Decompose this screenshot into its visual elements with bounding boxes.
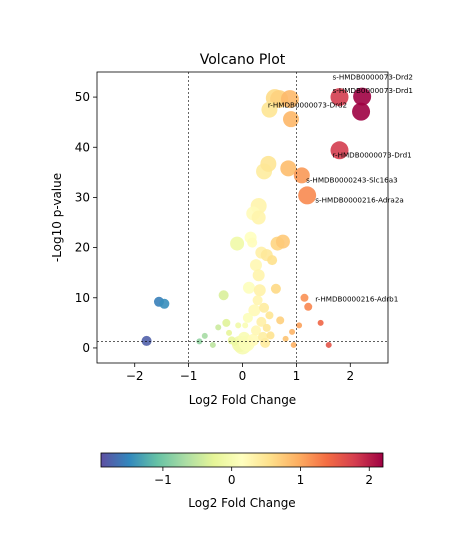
data-point [218, 290, 229, 301]
data-point [215, 324, 222, 331]
chart-title: Volcano Plot [200, 52, 286, 68]
point-annotation: r-HMDB0000073-Drd2 [268, 101, 347, 110]
colorbar-tick-label: −1 [154, 473, 172, 487]
x-tick-label: −1 [180, 369, 198, 383]
data-point [280, 160, 297, 177]
data-point [270, 283, 281, 294]
data-point [352, 102, 371, 121]
data-point [159, 298, 170, 309]
colorbar-label: Log2 Fold Change [188, 496, 295, 510]
data-point [209, 341, 216, 348]
x-tick-label: −2 [126, 369, 144, 383]
data-point [266, 331, 275, 340]
data-point [283, 111, 299, 128]
data-point [141, 335, 152, 346]
data-point [260, 337, 271, 348]
data-point [300, 293, 309, 302]
data-point [235, 322, 242, 329]
data-point [242, 322, 249, 329]
data-point [304, 302, 313, 311]
data-point [230, 236, 245, 251]
data-point [247, 237, 258, 248]
data-point [222, 318, 231, 327]
data-point [282, 335, 289, 342]
y-tick-label: 50 [75, 90, 90, 104]
data-point [325, 341, 332, 348]
y-tick-label: 0 [82, 341, 90, 355]
data-point [248, 304, 261, 317]
data-point [251, 210, 266, 225]
data-point [201, 332, 208, 339]
point-annotation: s-HMDB0000243-Slc16a3 [306, 175, 398, 184]
data-point [330, 88, 349, 107]
y-axis-label: -Log10 p-value [50, 173, 64, 262]
data-point [275, 234, 290, 249]
data-point [267, 255, 278, 266]
data-points [141, 87, 372, 355]
data-point [317, 319, 324, 326]
y-axis: 0 10 20 30 40 50 [75, 90, 97, 355]
data-point [250, 325, 261, 336]
point-annotation: r-HMDB0000216-Adrb1 [315, 294, 398, 303]
threshold-lines [97, 72, 388, 363]
data-point [289, 328, 296, 335]
data-point [259, 302, 270, 313]
colorbar [100, 452, 384, 468]
data-point [296, 322, 303, 329]
data-point [249, 259, 262, 272]
x-axis: −2 −1 0 1 2 [126, 363, 354, 383]
point-annotation: r-HMDB0000073-Drd1 [332, 150, 411, 159]
x-tick-label: 2 [346, 369, 354, 383]
data-point [256, 316, 267, 327]
colorbar-tick-label: 1 [297, 473, 305, 487]
data-point [253, 284, 266, 297]
colorbar-tick-label: 2 [365, 473, 373, 487]
y-tick-label: 30 [75, 190, 90, 204]
data-point [293, 167, 310, 184]
data-point [247, 333, 260, 346]
data-point [298, 186, 317, 205]
colorbar-ticks: −1 0 1 2 [154, 467, 373, 487]
data-point [276, 316, 285, 325]
data-point [226, 329, 233, 336]
data-point [242, 281, 255, 294]
point-annotation: s-HMDB0000216-Adra2a [315, 195, 404, 204]
y-tick-label: 10 [75, 291, 90, 305]
y-tick-label: 40 [75, 140, 90, 154]
data-point [252, 295, 263, 306]
data-point [252, 269, 265, 282]
point-annotation: s-HMDB0000073-Drd2 [332, 73, 413, 82]
data-point [265, 311, 274, 320]
data-point [290, 341, 297, 348]
x-tick-label: 1 [293, 369, 301, 383]
data-point [231, 339, 238, 346]
y-tick-label: 20 [75, 241, 90, 255]
data-point [238, 331, 251, 344]
x-tick-label: 0 [239, 369, 247, 383]
colorbar-tick-label: 0 [228, 473, 236, 487]
data-point [280, 90, 299, 109]
point-annotation: s-HMDB0000073-Drd1 [332, 86, 413, 95]
data-point [330, 141, 349, 160]
data-point [262, 323, 271, 332]
data-point [261, 101, 278, 118]
point-annotations: s-HMDB0000073-Drd2 s-HMDB0000073-Drd1 r-HM… [268, 73, 413, 304]
x-axis-label: Log2 Fold Change [189, 393, 296, 407]
data-point [242, 312, 253, 323]
plot-frame [96, 71, 389, 364]
data-point [260, 155, 277, 172]
data-point [196, 338, 203, 345]
data-point [353, 87, 372, 106]
